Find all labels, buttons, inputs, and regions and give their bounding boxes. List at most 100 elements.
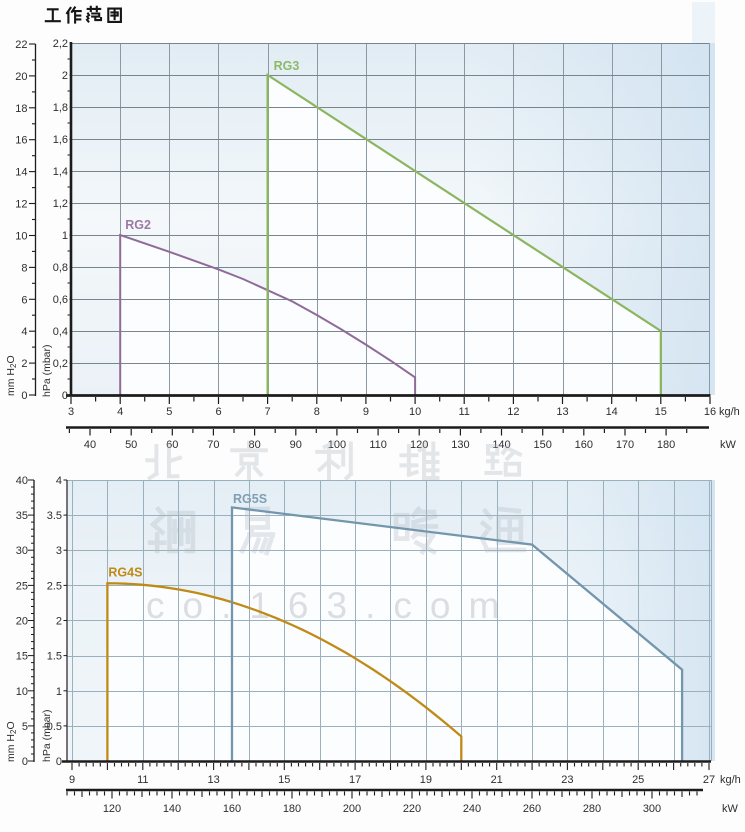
svg-text:0,6: 0,6 xyxy=(53,294,68,306)
svg-text:0,4: 0,4 xyxy=(53,326,68,338)
svg-text:160: 160 xyxy=(223,803,241,815)
svg-text:0,8: 0,8 xyxy=(53,262,68,274)
svg-text:kW: kW xyxy=(720,439,737,451)
svg-text:2,2: 2,2 xyxy=(53,38,68,50)
svg-text:260: 260 xyxy=(523,803,541,815)
svg-text:0: 0 xyxy=(56,756,62,768)
svg-text:200: 200 xyxy=(343,803,361,815)
svg-text:40: 40 xyxy=(16,475,28,487)
svg-text:7: 7 xyxy=(265,406,271,418)
svg-text:3: 3 xyxy=(68,406,74,418)
svg-text:27: 27 xyxy=(703,774,715,786)
svg-text:4: 4 xyxy=(56,475,62,487)
svg-text:RG2: RG2 xyxy=(125,218,151,232)
svg-text:10: 10 xyxy=(16,686,28,698)
svg-text:hPa (mbar): hPa (mbar) xyxy=(41,344,53,397)
svg-text:RG5S: RG5S xyxy=(233,492,267,506)
svg-text:1,6: 1,6 xyxy=(53,134,68,146)
svg-text:1,8: 1,8 xyxy=(53,102,68,114)
svg-text:12: 12 xyxy=(15,199,27,211)
svg-text:RG4S: RG4S xyxy=(108,566,142,580)
svg-text:17: 17 xyxy=(349,774,361,786)
svg-text:25: 25 xyxy=(16,580,28,592)
svg-text:15: 15 xyxy=(655,406,667,418)
svg-text:1,4: 1,4 xyxy=(53,166,68,178)
svg-text:kg/h: kg/h xyxy=(719,406,740,418)
svg-text:11: 11 xyxy=(137,774,148,786)
svg-text:kW: kW xyxy=(722,803,739,815)
svg-text:0: 0 xyxy=(22,756,28,768)
svg-text:RG3: RG3 xyxy=(274,59,300,73)
svg-text:25: 25 xyxy=(632,774,644,786)
svg-text:9: 9 xyxy=(363,406,369,418)
svg-text:10: 10 xyxy=(409,406,421,418)
svg-text:12: 12 xyxy=(507,406,519,418)
svg-text:mm H2O: mm H2O xyxy=(5,721,18,762)
svg-text:140: 140 xyxy=(492,439,510,451)
svg-text:2.5: 2.5 xyxy=(47,580,62,592)
svg-text:4: 4 xyxy=(117,406,123,418)
svg-text:co.163.com: co.163.com xyxy=(146,585,517,626)
svg-text:3: 3 xyxy=(56,545,62,557)
svg-text:160: 160 xyxy=(575,439,593,451)
svg-text:35: 35 xyxy=(16,510,28,522)
svg-text:0,2: 0,2 xyxy=(53,358,68,370)
svg-text:9: 9 xyxy=(69,774,75,786)
svg-text:16: 16 xyxy=(15,135,27,147)
svg-text:220: 220 xyxy=(403,803,421,815)
svg-text:11: 11 xyxy=(458,406,469,418)
svg-text:mm H2O: mm H2O xyxy=(5,355,18,396)
svg-text:kg/h: kg/h xyxy=(720,774,741,786)
svg-text:21: 21 xyxy=(491,774,503,786)
svg-text:8: 8 xyxy=(21,262,27,274)
svg-text:1: 1 xyxy=(56,686,62,698)
svg-text:14: 14 xyxy=(606,406,618,418)
svg-text:60: 60 xyxy=(166,439,178,451)
svg-text:40: 40 xyxy=(84,439,96,451)
svg-text:30: 30 xyxy=(16,545,28,557)
svg-text:23: 23 xyxy=(561,774,573,786)
svg-text:140: 140 xyxy=(163,803,181,815)
svg-text:14: 14 xyxy=(15,167,27,179)
svg-text:19: 19 xyxy=(420,774,432,786)
svg-text:8: 8 xyxy=(314,406,320,418)
svg-text:1: 1 xyxy=(62,230,68,242)
svg-text:18: 18 xyxy=(15,103,27,115)
svg-text:120: 120 xyxy=(410,439,428,451)
svg-text:5: 5 xyxy=(166,406,172,418)
svg-text:150: 150 xyxy=(534,439,552,451)
svg-text:22: 22 xyxy=(15,39,27,51)
svg-text:300: 300 xyxy=(643,803,661,815)
svg-text:13: 13 xyxy=(556,406,568,418)
svg-text:16: 16 xyxy=(704,406,716,418)
svg-text:5: 5 xyxy=(22,721,28,733)
svg-text:280: 280 xyxy=(583,803,601,815)
svg-text:6: 6 xyxy=(215,406,221,418)
svg-text:20: 20 xyxy=(16,616,28,628)
svg-text:13: 13 xyxy=(207,774,219,786)
svg-text:hPa (mbar): hPa (mbar) xyxy=(41,709,53,762)
svg-text:2: 2 xyxy=(21,358,27,370)
svg-text:1.5: 1.5 xyxy=(47,651,62,663)
svg-text:0: 0 xyxy=(62,390,68,402)
svg-text:2: 2 xyxy=(62,70,68,82)
svg-text:110: 110 xyxy=(369,439,387,451)
svg-text:3.5: 3.5 xyxy=(47,510,62,522)
svg-text:15: 15 xyxy=(16,651,28,663)
svg-text:90: 90 xyxy=(290,439,302,451)
svg-text:0: 0 xyxy=(21,390,27,402)
svg-text:240: 240 xyxy=(463,803,481,815)
svg-text:70: 70 xyxy=(207,439,219,451)
svg-text:180: 180 xyxy=(283,803,301,815)
svg-text:80: 80 xyxy=(248,439,260,451)
svg-text:15: 15 xyxy=(278,774,290,786)
svg-text:10: 10 xyxy=(15,231,27,243)
svg-text:4: 4 xyxy=(21,326,27,338)
svg-text:2: 2 xyxy=(56,616,62,628)
svg-text:1,2: 1,2 xyxy=(53,198,68,210)
svg-text:20: 20 xyxy=(15,71,27,83)
svg-text:180: 180 xyxy=(657,439,675,451)
svg-text:170: 170 xyxy=(616,439,634,451)
svg-text:130: 130 xyxy=(451,439,469,451)
svg-text:50: 50 xyxy=(125,439,137,451)
